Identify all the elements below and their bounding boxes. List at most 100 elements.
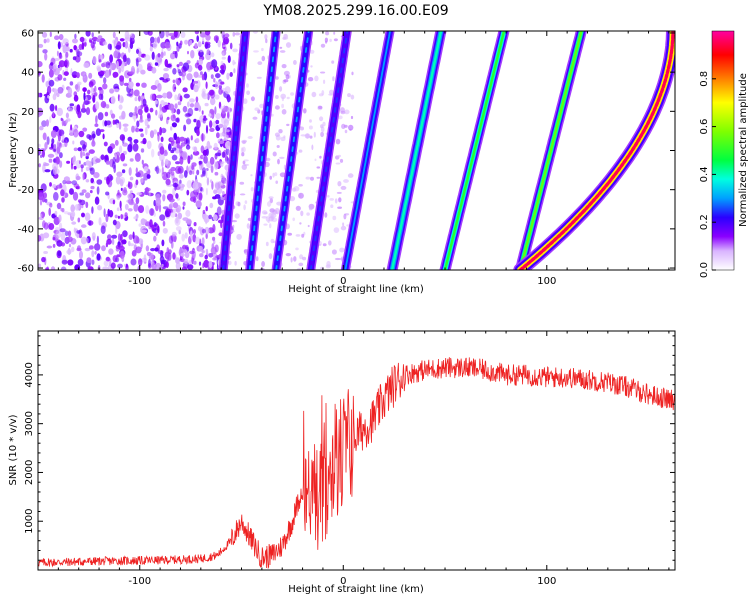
noise-blob [162, 227, 168, 234]
noise-blob [75, 175, 81, 181]
noise-blob [49, 182, 52, 187]
noise-blob [94, 243, 101, 251]
noise-blob [189, 250, 195, 255]
noise-blob [165, 31, 170, 38]
noise-blob [203, 259, 210, 268]
noise-blob [175, 193, 179, 199]
x-tick-label: -100 [128, 576, 151, 587]
noise-blob [83, 92, 86, 101]
noise-blob [53, 63, 57, 70]
noise-blob [268, 196, 274, 200]
noise-blob [135, 179, 139, 186]
noise-blob [57, 41, 61, 50]
noise-blob [48, 223, 55, 230]
noise-blob [121, 239, 127, 245]
noise-blob [198, 51, 201, 57]
noise-blob [281, 64, 287, 69]
noise-blob [193, 229, 196, 235]
noise-blob [102, 83, 108, 90]
noise-blob [72, 74, 77, 79]
noise-blob [206, 140, 211, 150]
noise-blob [78, 160, 81, 165]
noise-blob [109, 54, 113, 63]
noise-blob [144, 186, 150, 196]
noise-blob [93, 172, 100, 179]
noise-blob [48, 79, 55, 87]
noise-blob [38, 61, 43, 68]
noise-blob [285, 42, 292, 48]
noise-blob [56, 184, 63, 189]
noise-blob [185, 139, 189, 144]
noise-blob [161, 166, 164, 175]
noise-blob [338, 115, 343, 120]
noise-blob [299, 126, 304, 131]
noise-blob [71, 211, 76, 218]
ridge-core [390, 31, 443, 270]
noise-blob [270, 113, 274, 117]
noise-blob [141, 159, 144, 165]
noise-blob [223, 105, 226, 111]
noise-blob [205, 34, 211, 41]
noise-blob [72, 38, 78, 44]
noise-blob [180, 71, 187, 77]
noise-blob [79, 192, 84, 196]
noise-blob [81, 224, 87, 228]
noise-blob [153, 129, 158, 135]
noise-blob [38, 143, 41, 148]
noise-blob [159, 214, 166, 221]
noise-blob [214, 153, 218, 160]
noise-blob [225, 154, 228, 163]
noise-blob [128, 77, 132, 82]
noise-blob [221, 56, 226, 60]
noise-blob [47, 95, 50, 99]
noise-blob [135, 82, 140, 87]
noise-blob [182, 248, 187, 253]
noise-blob [212, 236, 216, 241]
noise-blob [143, 31, 150, 35]
noise-blob [290, 92, 295, 96]
noise-blob [128, 201, 135, 206]
noise-blob [94, 196, 100, 205]
noise-blob [72, 191, 79, 201]
noise-blob [77, 217, 81, 223]
noise-blob [90, 185, 95, 190]
noise-blob [151, 224, 155, 232]
noise-blob [206, 49, 211, 56]
ridge-6 [386, 31, 447, 270]
noise-blob [279, 86, 283, 92]
noise-blob [136, 236, 140, 244]
noise-blob [208, 253, 214, 258]
noise-blob [76, 104, 81, 113]
noise-blob [318, 93, 324, 97]
noise-blob [43, 192, 47, 199]
noise-blob [333, 31, 336, 35]
spectrogram-y-label: Frequency (Hz) [8, 112, 19, 188]
noise-blob [216, 206, 222, 216]
noise-blob [149, 93, 155, 101]
noise-blob [115, 45, 122, 50]
noise-blob [327, 195, 330, 198]
noise-blob [127, 136, 133, 142]
noise-blob [329, 38, 332, 43]
noise-blob [148, 191, 151, 197]
noise-blob [285, 253, 291, 257]
noise-blob [227, 111, 230, 119]
noise-blob [80, 164, 84, 169]
noise-blob [194, 236, 200, 245]
noise-blob [57, 250, 62, 257]
noise-blob [222, 191, 225, 196]
noise-blob [133, 139, 139, 144]
noise-blob [197, 41, 202, 48]
noise-blob [161, 239, 165, 247]
noise-blob [97, 35, 103, 40]
ridge-core [309, 31, 349, 270]
noise-blob [204, 254, 208, 260]
noise-blob [243, 204, 246, 211]
noise-blob [175, 161, 181, 165]
noise-blob [63, 211, 69, 215]
noise-blob [107, 234, 112, 241]
noise-blob [144, 106, 149, 113]
noise-blob [179, 40, 183, 46]
noise-blob [135, 197, 140, 205]
